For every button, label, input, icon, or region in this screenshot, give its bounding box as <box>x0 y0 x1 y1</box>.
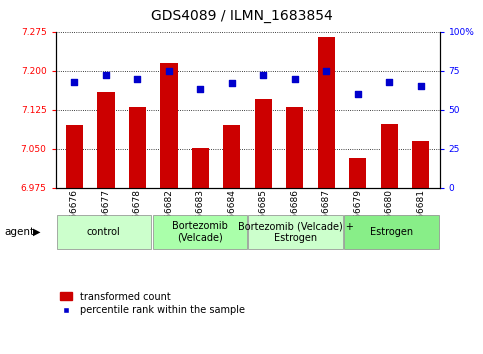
Text: GDS4089 / ILMN_1683854: GDS4089 / ILMN_1683854 <box>151 9 332 23</box>
Bar <box>160 63 178 188</box>
Legend: transformed count, percentile rank within the sample: transformed count, percentile rank withi… <box>60 292 245 315</box>
Bar <box>412 141 429 188</box>
FancyBboxPatch shape <box>248 215 342 249</box>
Bar <box>317 37 335 188</box>
Bar <box>349 158 366 188</box>
Bar <box>66 125 83 188</box>
FancyBboxPatch shape <box>153 215 247 249</box>
Point <box>385 79 393 85</box>
Point <box>259 73 267 78</box>
FancyBboxPatch shape <box>344 215 439 249</box>
Bar <box>286 107 303 188</box>
Point <box>133 76 141 81</box>
Bar <box>192 148 209 188</box>
Point <box>228 80 236 86</box>
Text: Bortezomib
(Velcade): Bortezomib (Velcade) <box>171 221 227 243</box>
Text: ▶: ▶ <box>33 227 41 237</box>
Point <box>291 76 298 81</box>
Bar <box>255 99 272 188</box>
Text: control: control <box>86 227 120 237</box>
Text: Estrogen: Estrogen <box>370 227 413 237</box>
Text: agent: agent <box>5 227 35 237</box>
FancyBboxPatch shape <box>57 215 151 249</box>
Bar <box>129 107 146 188</box>
Bar <box>97 92 114 188</box>
Bar <box>381 124 398 188</box>
Point <box>71 79 78 85</box>
Point <box>102 73 110 78</box>
Bar <box>223 125 241 188</box>
Point <box>354 91 362 97</box>
Point <box>322 68 330 74</box>
Point <box>197 87 204 92</box>
Point <box>417 84 425 89</box>
Point <box>165 68 173 74</box>
Text: Bortezomib (Velcade) +
Estrogen: Bortezomib (Velcade) + Estrogen <box>238 221 354 243</box>
